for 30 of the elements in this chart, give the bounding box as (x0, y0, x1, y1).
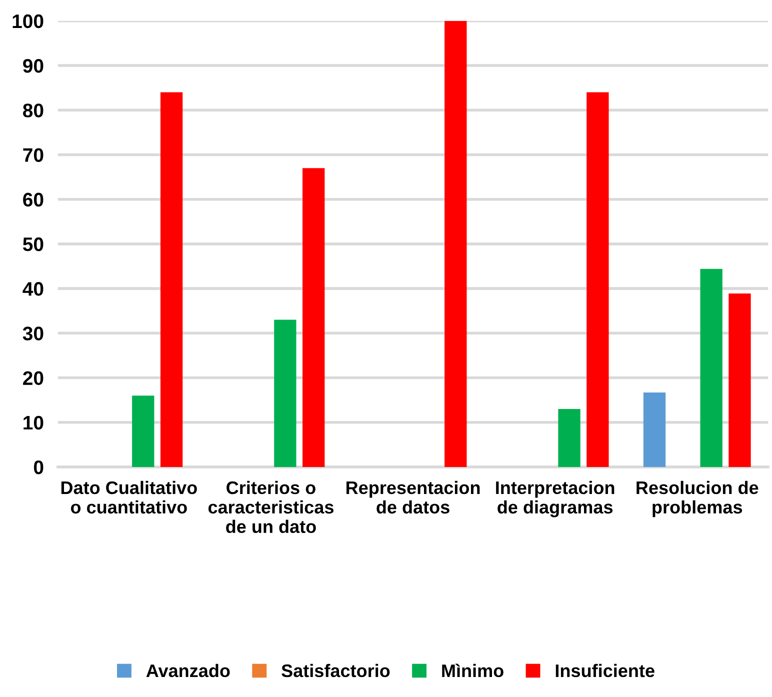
y-tick-label: 100 (12, 14, 44, 28)
y-tick-label: 60 (23, 192, 44, 207)
y-tick-label: 50 (22, 237, 44, 252)
legend-label: Mìnimo (442, 664, 504, 678)
y-tick-label: 20 (23, 371, 44, 386)
bar (274, 320, 296, 467)
bar (586, 92, 609, 467)
bar (643, 392, 666, 467)
bar (132, 396, 154, 467)
bar (444, 20, 467, 467)
x-tick-label: Representacion de datos (346, 480, 480, 514)
x-tick-label: Dato Cualitativo o cuantitativo (61, 480, 197, 514)
legend-label: Avanzado (146, 664, 230, 678)
y-tick-label: 90 (23, 58, 44, 73)
bar (160, 92, 183, 467)
legend-label: Satisfactorio (282, 664, 390, 678)
bar (302, 168, 325, 467)
y-tick-label: 10 (24, 416, 44, 430)
y-tick-label: 30 (22, 326, 44, 340)
legend-label: Insuficiente (556, 664, 654, 678)
bar (558, 409, 580, 467)
bar (728, 293, 751, 467)
bar (700, 268, 722, 467)
y-tick-label: 0 (34, 460, 44, 474)
y-tick-label: 70 (23, 148, 44, 162)
x-tick-label: Resolucion de problemas (636, 480, 758, 518)
y-tick-label: 80 (23, 104, 44, 118)
x-tick-label: Criterios o caracteristicas de un dato (208, 480, 334, 534)
y-tick-label: 40 (22, 282, 44, 296)
x-tick-label: Interpretacion de diagramas (496, 480, 614, 518)
